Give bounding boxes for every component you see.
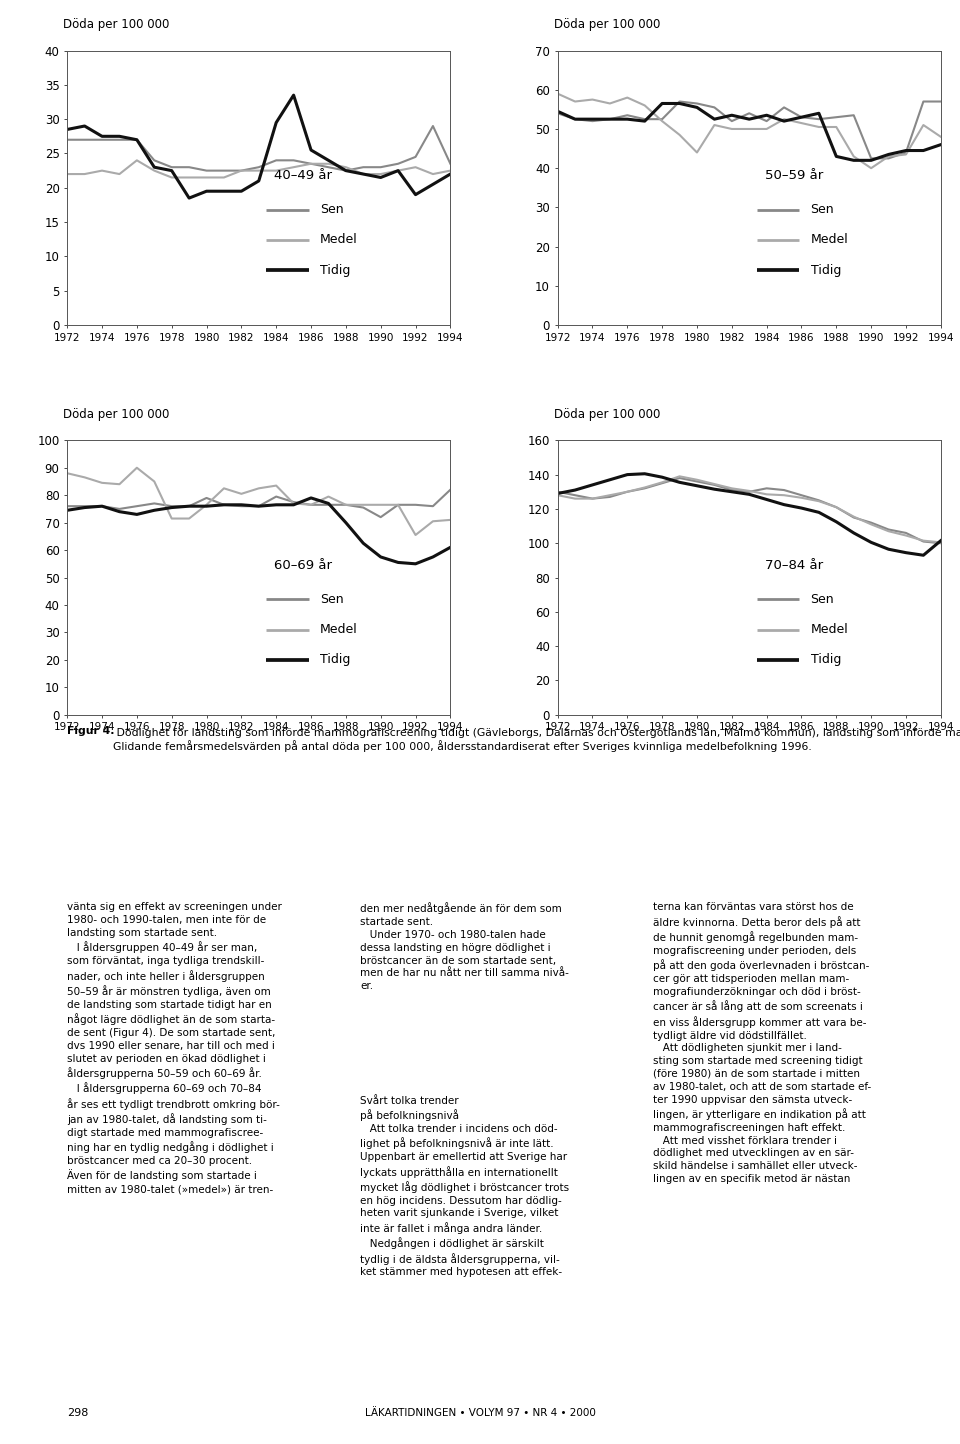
Text: Dödlighet för landsting som införde mammografiscreening tidigt (Gävleborgs, Dala: Dödlighet för landsting som införde mamm…	[113, 726, 960, 752]
Text: Svårt tolka trender
på befolkningsnivå
   Att tolka trender i incidens och död-
: Svårt tolka trender på befolkningsnivå A…	[360, 1083, 569, 1278]
Text: Sen: Sen	[320, 204, 344, 217]
Text: Sen: Sen	[320, 593, 344, 606]
Text: Tidig: Tidig	[810, 653, 841, 666]
Text: Döda per 100 000: Döda per 100 000	[63, 409, 170, 422]
Text: 60–69 år: 60–69 år	[275, 559, 332, 572]
Text: Döda per 100 000: Döda per 100 000	[554, 19, 660, 32]
Text: vänta sig en effekt av screeningen under
1980- och 1990-talen, men inte för de
l: vänta sig en effekt av screeningen under…	[67, 902, 282, 1194]
Text: Tidig: Tidig	[320, 264, 350, 277]
Text: Tidig: Tidig	[320, 653, 350, 666]
Text: Tidig: Tidig	[810, 264, 841, 277]
Text: LÄKARTIDNINGEN • VOLYM 97 • NR 4 • 2000: LÄKARTIDNINGEN • VOLYM 97 • NR 4 • 2000	[365, 1408, 595, 1418]
Text: Medel: Medel	[320, 624, 358, 637]
Text: Sen: Sen	[810, 593, 834, 606]
Text: 70–84 år: 70–84 år	[764, 559, 823, 572]
Text: Sen: Sen	[810, 204, 834, 217]
Text: terna kan förväntas vara störst hos de
äldre kvinnorna. Detta beror dels på att
: terna kan förväntas vara störst hos de ä…	[653, 902, 871, 1184]
Text: 40–49 år: 40–49 år	[275, 169, 332, 182]
Text: Figur 4.: Figur 4.	[67, 726, 114, 736]
Text: Medel: Medel	[810, 234, 849, 247]
Text: den mer nedåtgående än för dem som
startade sent.
   Under 1970- och 1980-talen : den mer nedåtgående än för dem som start…	[360, 902, 569, 991]
Text: 50–59 år: 50–59 år	[764, 169, 823, 182]
Text: Döda per 100 000: Döda per 100 000	[63, 19, 170, 32]
Text: Medel: Medel	[810, 624, 849, 637]
Text: Medel: Medel	[320, 234, 358, 247]
Text: 298: 298	[67, 1408, 88, 1418]
Text: Döda per 100 000: Döda per 100 000	[554, 409, 660, 422]
